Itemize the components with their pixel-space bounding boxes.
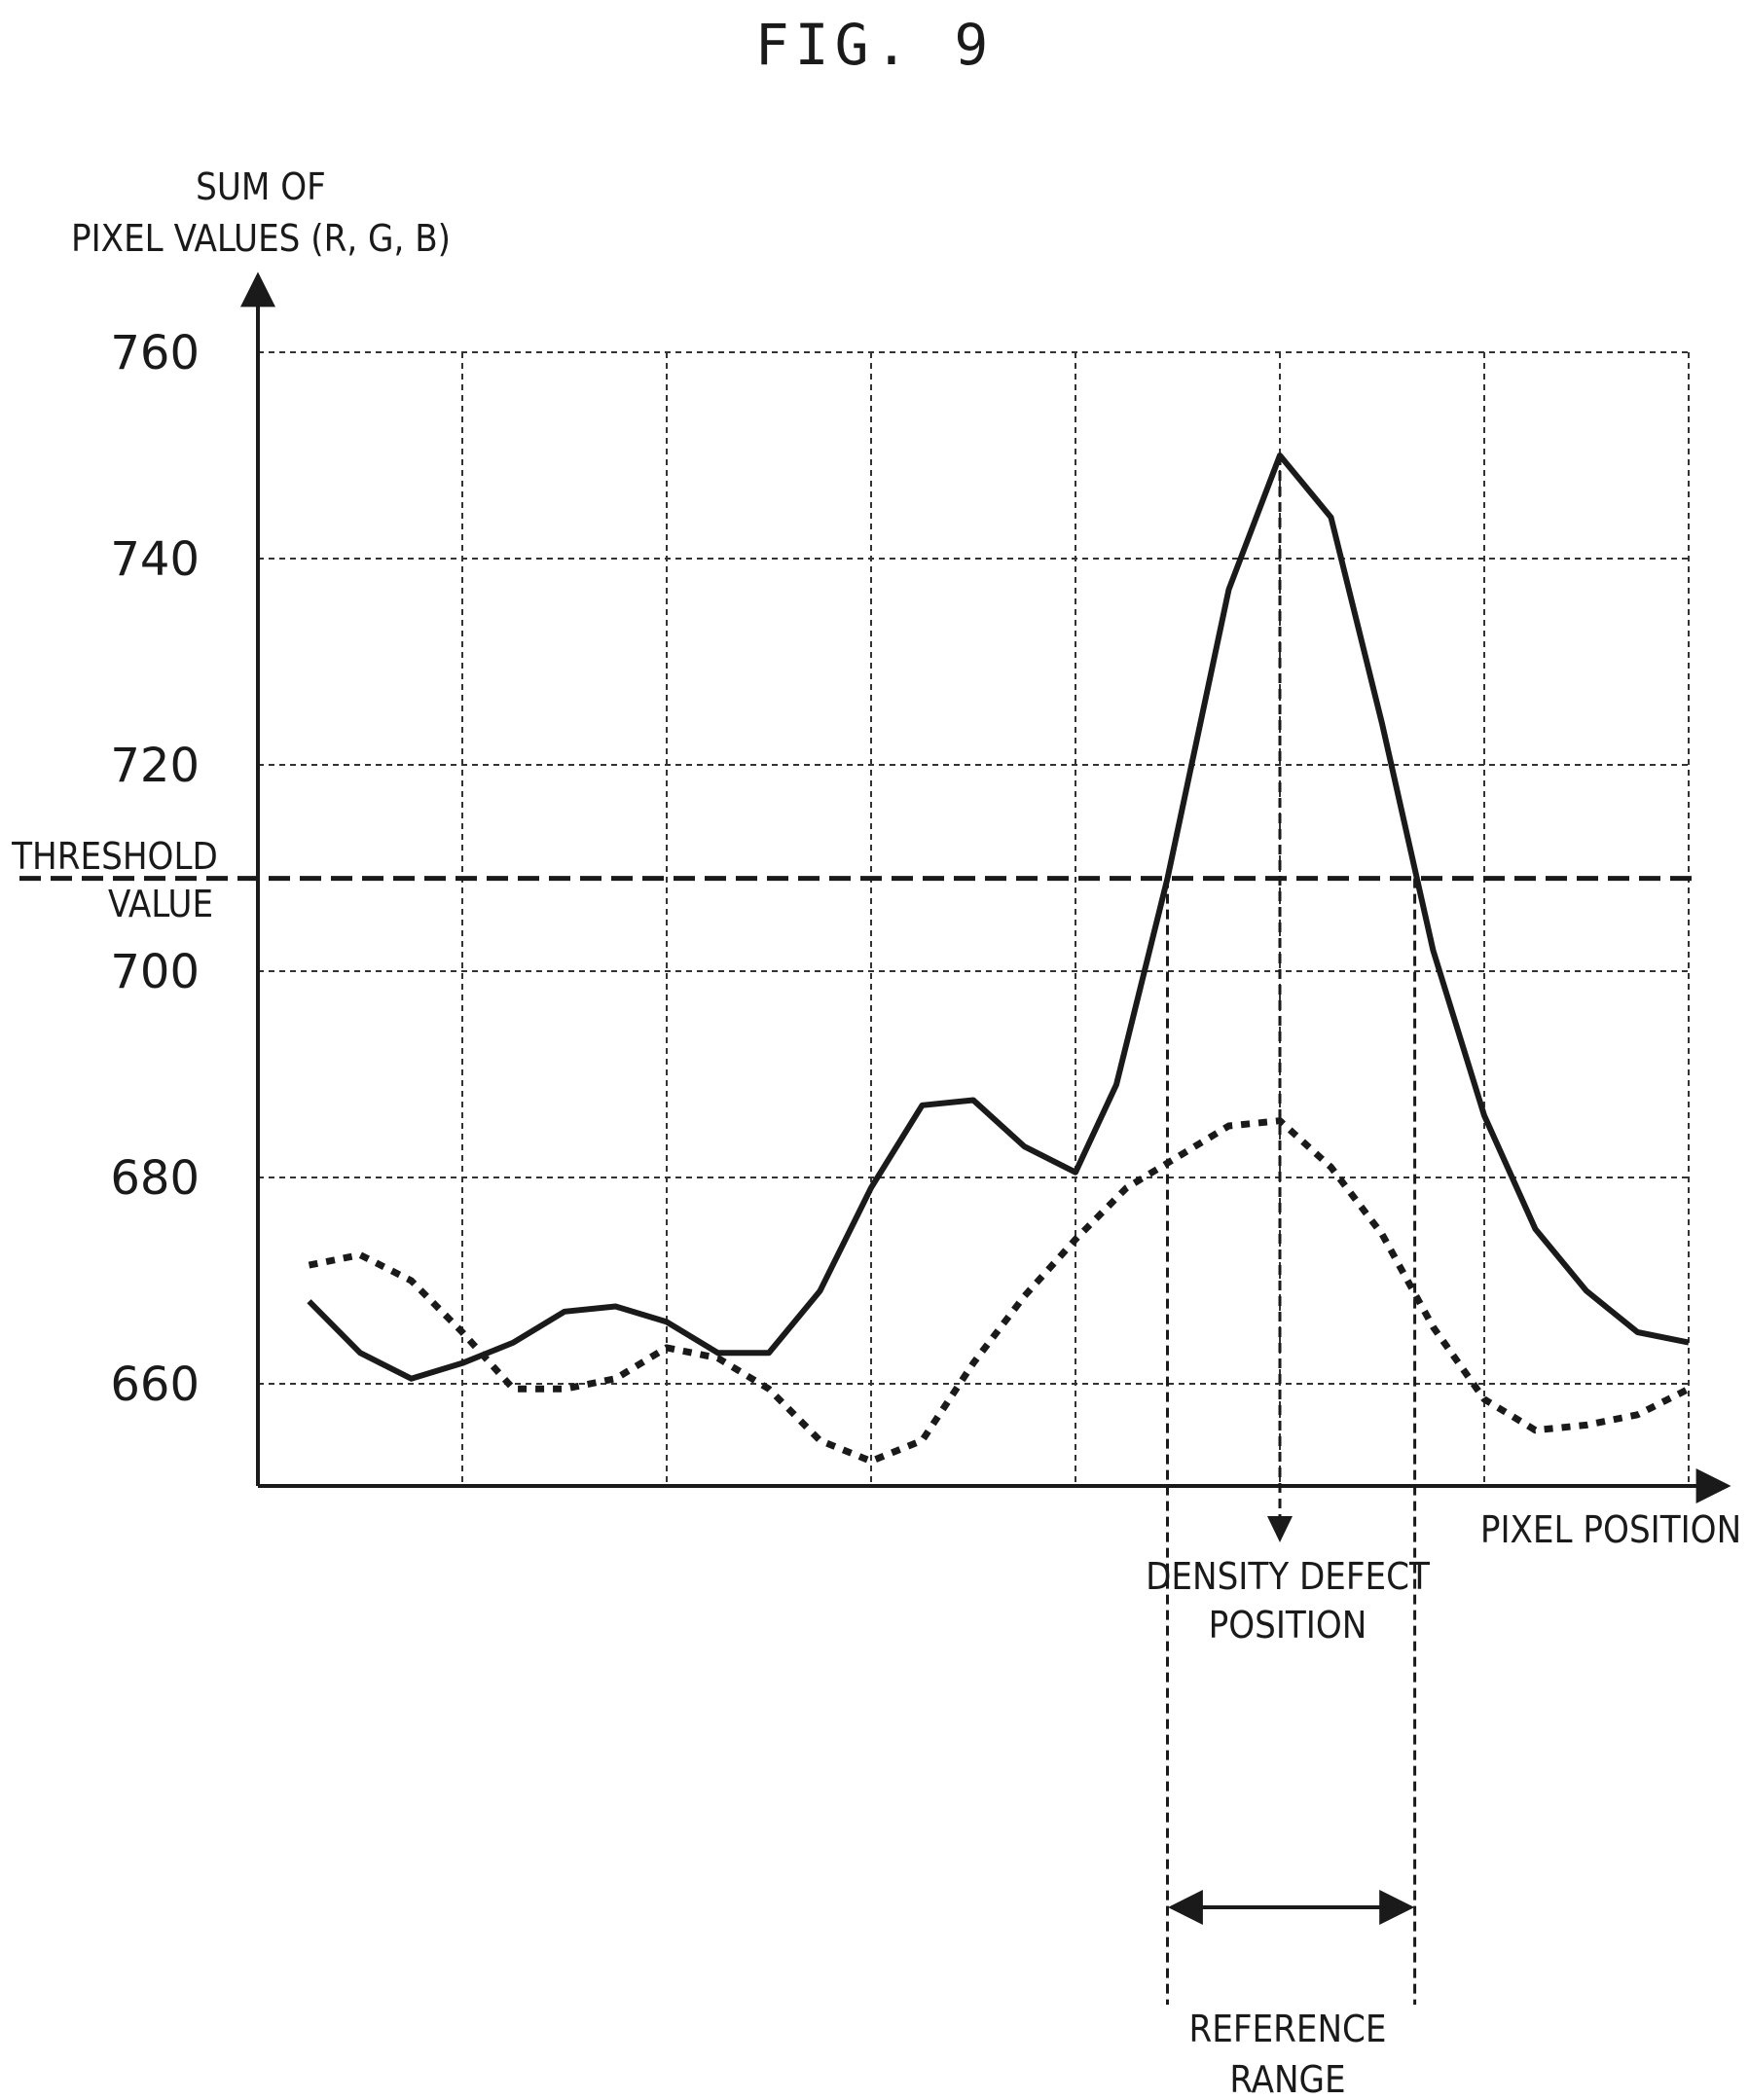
reference-range-label-line1: REFERENCE: [1188, 2008, 1386, 2050]
annotations: [19, 455, 1694, 2005]
threshold-label-line1: THRESHOLD: [11, 835, 218, 878]
grid: [258, 351, 1690, 1486]
y-tick-label: 720: [110, 739, 200, 793]
figure-title: FIG. 9: [754, 12, 995, 78]
density-defect-arrowhead: [1267, 1516, 1293, 1542]
threshold-label-line2: VALUE: [108, 883, 213, 925]
reference-range-label-line2: RANGE: [1229, 2058, 1345, 2100]
y-tick-label: 700: [110, 945, 200, 999]
density-defect-label-line1: DENSITY DEFECT: [1146, 1555, 1430, 1598]
y-tick-label: 740: [110, 532, 200, 587]
y-axis-label-line1: SUM OF: [196, 165, 326, 208]
dotted-series-line: [308, 1117, 1691, 1465]
density-defect-label-line2: POSITION: [1209, 1604, 1367, 1647]
y-tick-label: 660: [110, 1358, 200, 1412]
y-tick-label: 760: [110, 326, 200, 380]
y-tick-label: 680: [110, 1151, 200, 1206]
x-axis-label: PIXEL POSITION: [1480, 1508, 1741, 1551]
axes: 660 680 700 720 740 760: [110, 272, 1731, 1503]
series-group: [307, 453, 1691, 1465]
solid-series-line: [307, 453, 1690, 1382]
y-axis-label-line2: PIXEL VALUES (R, G, B): [71, 217, 451, 260]
